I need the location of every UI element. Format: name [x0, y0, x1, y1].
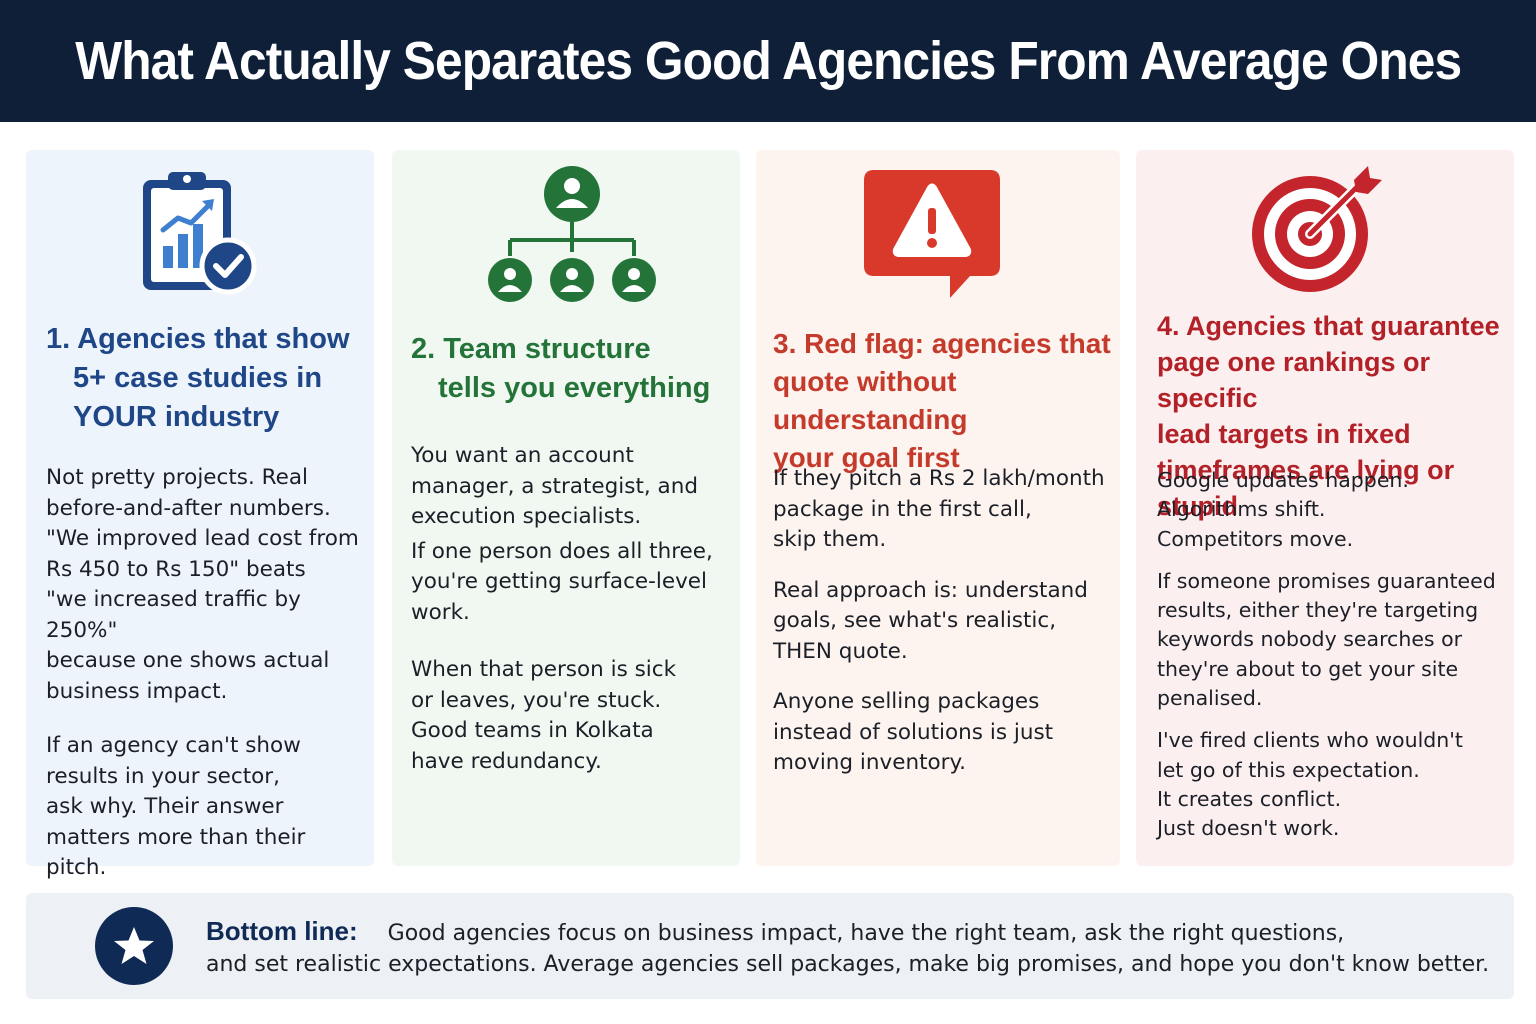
card-body: Google updates happen. Algorithms shift.… [1157, 466, 1507, 844]
target-arrow-icon [1252, 166, 1382, 292]
card-paragraph: You want an account manager, a strategis… [411, 443, 698, 529]
card-paragraph: Not pretty projects. Real before-and-aft… [46, 465, 359, 704]
card-paragraph: Anyone selling packages instead of solut… [773, 689, 1054, 775]
card-heading: 4. Agencies that guarantee page one rank… [1157, 311, 1500, 521]
card-guarantees: 4. Agencies that guarantee page one rank… [1136, 150, 1514, 866]
page-header: What Actually Separates Good Agencies Fr… [0, 0, 1536, 122]
warning-speech-bubble-icon [864, 170, 1000, 298]
card-paragraph: If someone promises guaranteed results, … [1157, 568, 1496, 711]
card-paragraph: If they pitch a Rs 2 lakh/month package … [773, 466, 1105, 552]
bottom-line-text: Bottom line: Good agencies focus on busin… [206, 916, 1496, 980]
star-icon-badge [95, 907, 173, 985]
card-body: If they pitch a Rs 2 lakh/month package … [773, 464, 1113, 779]
bottom-line-banner: Bottom line: Good agencies focus on busin… [26, 893, 1514, 999]
card-team-structure: 2. Team structure tells you everything Y… [392, 150, 740, 866]
clipboard-chart-check-icon [143, 172, 257, 295]
star-icon [114, 927, 154, 964]
card-body: You want an account manager, a strategis… [411, 441, 736, 777]
card-heading: 1. Agencies that show 5+ case studies in… [46, 323, 350, 433]
team-hierarchy-icon [488, 166, 656, 302]
bottom-line-label: Bottom line: [206, 916, 358, 946]
card-paragraph: Google updates happen. Algorithms shift.… [1157, 468, 1409, 551]
card-paragraph: Real approach is: understand goals, see … [773, 577, 1088, 664]
card-paragraph: If an agency can't show results in your … [46, 733, 306, 880]
bottom-line-line1: Good agencies focus on business impact, … [387, 921, 1345, 946]
card-paragraph: I've fired clients who wouldn't let go o… [1157, 728, 1463, 841]
page-title: What Actually Separates Good Agencies Fr… [75, 31, 1462, 91]
card-red-flag: 3. Red flag: agencies that quote without… [756, 150, 1120, 866]
card-paragraph: When that person is sick or leaves, you'… [411, 657, 677, 774]
card-paragraph: If one person does all three, you're get… [411, 538, 713, 625]
card-heading: 3. Red flag: agencies that quote without… [773, 328, 1111, 473]
card-heading: 2. Team structure tells you everything [411, 333, 711, 404]
card-body: Not pretty projects. Real before-and-aft… [46, 463, 366, 884]
card-case-studies: 1. Agencies that show 5+ case studies in… [26, 150, 374, 880]
bottom-line-line2: and set realistic expectations. Average … [206, 952, 1490, 977]
